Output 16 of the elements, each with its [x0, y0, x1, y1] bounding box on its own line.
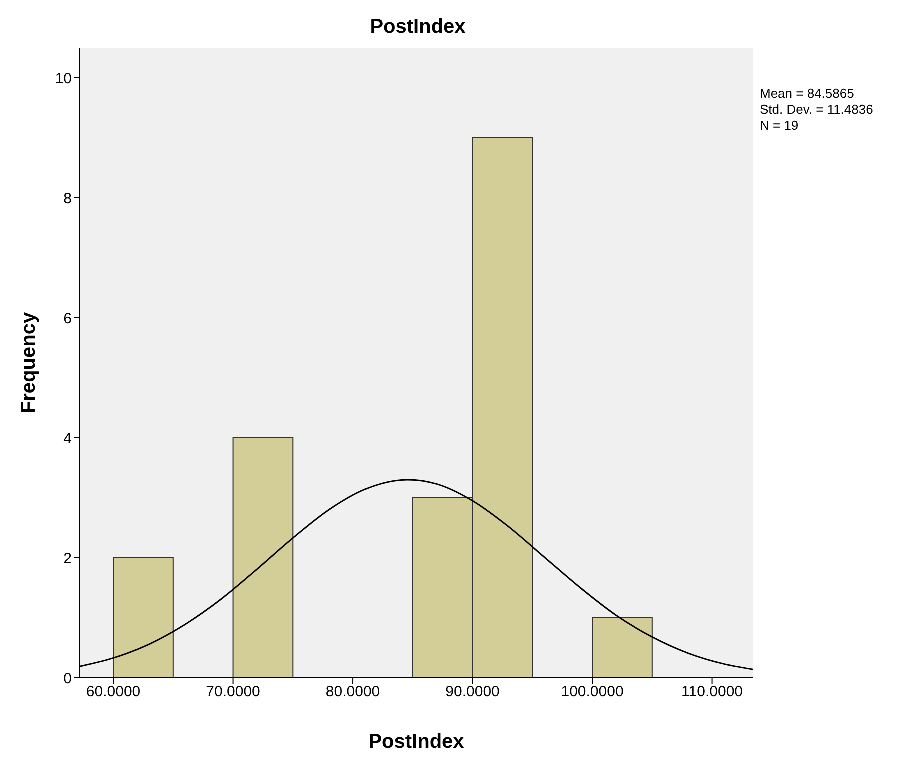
x-tick-label: 110.0000	[682, 684, 744, 701]
y-axis-title: Frequency	[18, 312, 40, 414]
y-tick-label: 6	[64, 310, 72, 328]
x-tick-label: 70.0000	[206, 684, 260, 701]
x-tick-label: 80.0000	[326, 684, 380, 701]
x-tick-label: 60.0000	[86, 684, 141, 701]
y-tick-label: 8	[64, 190, 72, 208]
y-tick-label: 2	[64, 550, 72, 568]
y-tick-label: 10	[55, 70, 72, 88]
statistics-note: Mean = 84.5865 Std. Dev. = 11.4836 N = 19	[760, 86, 874, 134]
x-tick-label: 100.0000	[561, 684, 624, 701]
y-tick-label: 0	[64, 670, 72, 688]
chart-title: PostIndex	[369, 16, 467, 39]
y-tick-label: 4	[64, 430, 72, 448]
x-tick-label: 90.0000	[446, 684, 500, 701]
x-axis-title: PostIndex	[368, 731, 464, 753]
